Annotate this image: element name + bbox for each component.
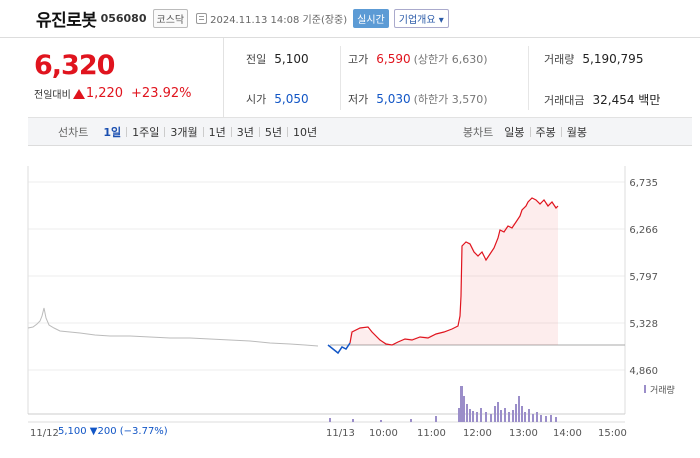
- stock-name: 유진로봇: [36, 11, 97, 31]
- market-badge: 코스닥: [152, 9, 189, 28]
- y-axis-labels: 6,735 6,266 5,797 5,328 4,860: [629, 178, 658, 377]
- open-value: 5,050: [274, 92, 309, 106]
- low-label: 저가: [348, 93, 369, 106]
- tab-1d[interactable]: 1일: [103, 125, 122, 139]
- tab-3m[interactable]: 3개월: [170, 125, 198, 139]
- price-panel: 6,320 전일대비 1,220 +23.92% 전일 5,100 고가 6,5…: [28, 38, 692, 118]
- x-tick: 11/12: [30, 428, 59, 439]
- up-line: [349, 197, 559, 346]
- y-tick: 5,797: [629, 272, 658, 283]
- lower-limit: (하한가 3,570): [413, 93, 488, 106]
- change-row: 전일대비 1,220 +23.92%: [34, 86, 192, 101]
- realtime-button[interactable]: 실시간: [353, 9, 389, 28]
- volume-bars: [329, 386, 557, 422]
- up-arrow-icon: [72, 88, 85, 99]
- x-tick: 12:00: [463, 428, 492, 439]
- tab-1y[interactable]: 1년: [208, 125, 226, 139]
- high-value: 6,590: [376, 52, 411, 66]
- stock-header: 유진로봇 056080 코스닥 2024.11.13 14:08 기준(장중) …: [0, 0, 700, 38]
- tab-1w[interactable]: 1주일: [132, 125, 160, 139]
- trade-amount: 거래대금 32,454 백만: [544, 91, 660, 108]
- open-price: 시가 5,050: [246, 91, 309, 107]
- x-tick: 14:00: [553, 428, 582, 439]
- current-price-box: 6,320 전일대비 1,220 +23.92%: [28, 38, 224, 118]
- tab-weekly[interactable]: 주봉: [535, 125, 556, 139]
- calendar-icon: [196, 13, 208, 24]
- y-tick: 6,266: [629, 225, 658, 236]
- chart-tab-bar: 선차트 1일 1주일 3개월 1년 3년 5년 10년 봉차트 일봉 주봉 월봉: [28, 118, 692, 146]
- change-label: 전일대비: [34, 90, 71, 101]
- tab-monthly[interactable]: 월봉: [566, 125, 587, 139]
- x-tick: 13:00: [509, 428, 538, 439]
- prev-day-summary: 5,100 ▼200 (−3.77%): [58, 426, 168, 437]
- price-chart: 6,735 6,266 5,797 5,328 4,860 거래량 11/12 …: [0, 146, 700, 458]
- volume: 거래량 5,190,795: [544, 51, 643, 67]
- change-value: 1,220: [85, 86, 124, 101]
- candle-chart-label: 봉차트: [462, 125, 494, 139]
- tab-3y[interactable]: 3년: [236, 125, 254, 139]
- high-label: 고가: [348, 53, 369, 66]
- x-axis-labels: 11/12 11/13 10:00 11:00 12:00 13:00 14:0…: [30, 428, 627, 439]
- current-price: 6,320: [34, 50, 115, 81]
- y-tick: 4,860: [629, 366, 658, 377]
- prev-day-summary-text: 5,100 ▼200 (−3.77%): [58, 426, 168, 437]
- prev-close-label: 전일: [246, 53, 267, 66]
- x-tick: 10:00: [369, 428, 398, 439]
- down-segment: [327, 342, 351, 355]
- prev-close-value: 5,100: [274, 52, 309, 66]
- upper-limit: (상한가 6,630): [413, 53, 488, 66]
- change-percent: +23.92%: [131, 86, 192, 101]
- tab-10y[interactable]: 10년: [293, 125, 318, 139]
- volume-legend: 거래량: [650, 384, 675, 396]
- stock-code: 056080: [100, 12, 147, 25]
- amount-value: 32,454 백만: [592, 93, 661, 107]
- tab-daily[interactable]: 일봉: [504, 125, 525, 139]
- x-tick: 15:00: [598, 428, 627, 439]
- x-tick: 11:00: [417, 428, 446, 439]
- prev-close: 전일 5,100: [246, 51, 309, 67]
- low-value: 5,030: [376, 92, 411, 106]
- prev-day-line: [27, 307, 319, 347]
- high-price: 고가 6,590 (상한가 6,630): [348, 51, 488, 67]
- volume-value: 5,190,795: [582, 52, 644, 66]
- open-label: 시가: [246, 93, 267, 106]
- line-chart-label: 선차트: [58, 125, 89, 139]
- up-area: [350, 200, 558, 345]
- quote-time: 2024.11.13 14:08 기준(장중): [210, 15, 348, 26]
- company-info-button[interactable]: 기업개요 ▾: [393, 9, 449, 28]
- y-tick: 5,328: [629, 319, 658, 330]
- volume-label: 거래량: [544, 53, 575, 66]
- tab-5y[interactable]: 5년: [264, 125, 283, 139]
- low-price: 저가 5,030 (하한가 3,570): [348, 91, 488, 107]
- y-tick: 6,735: [629, 178, 658, 189]
- amount-label: 거래대금: [544, 93, 585, 107]
- volume-legend-swatch: [644, 385, 646, 393]
- price-chart-svg: 6,735 6,266 5,797 5,328 4,860 거래량 11/12 …: [27, 166, 675, 439]
- x-tick: 11/13: [326, 428, 355, 439]
